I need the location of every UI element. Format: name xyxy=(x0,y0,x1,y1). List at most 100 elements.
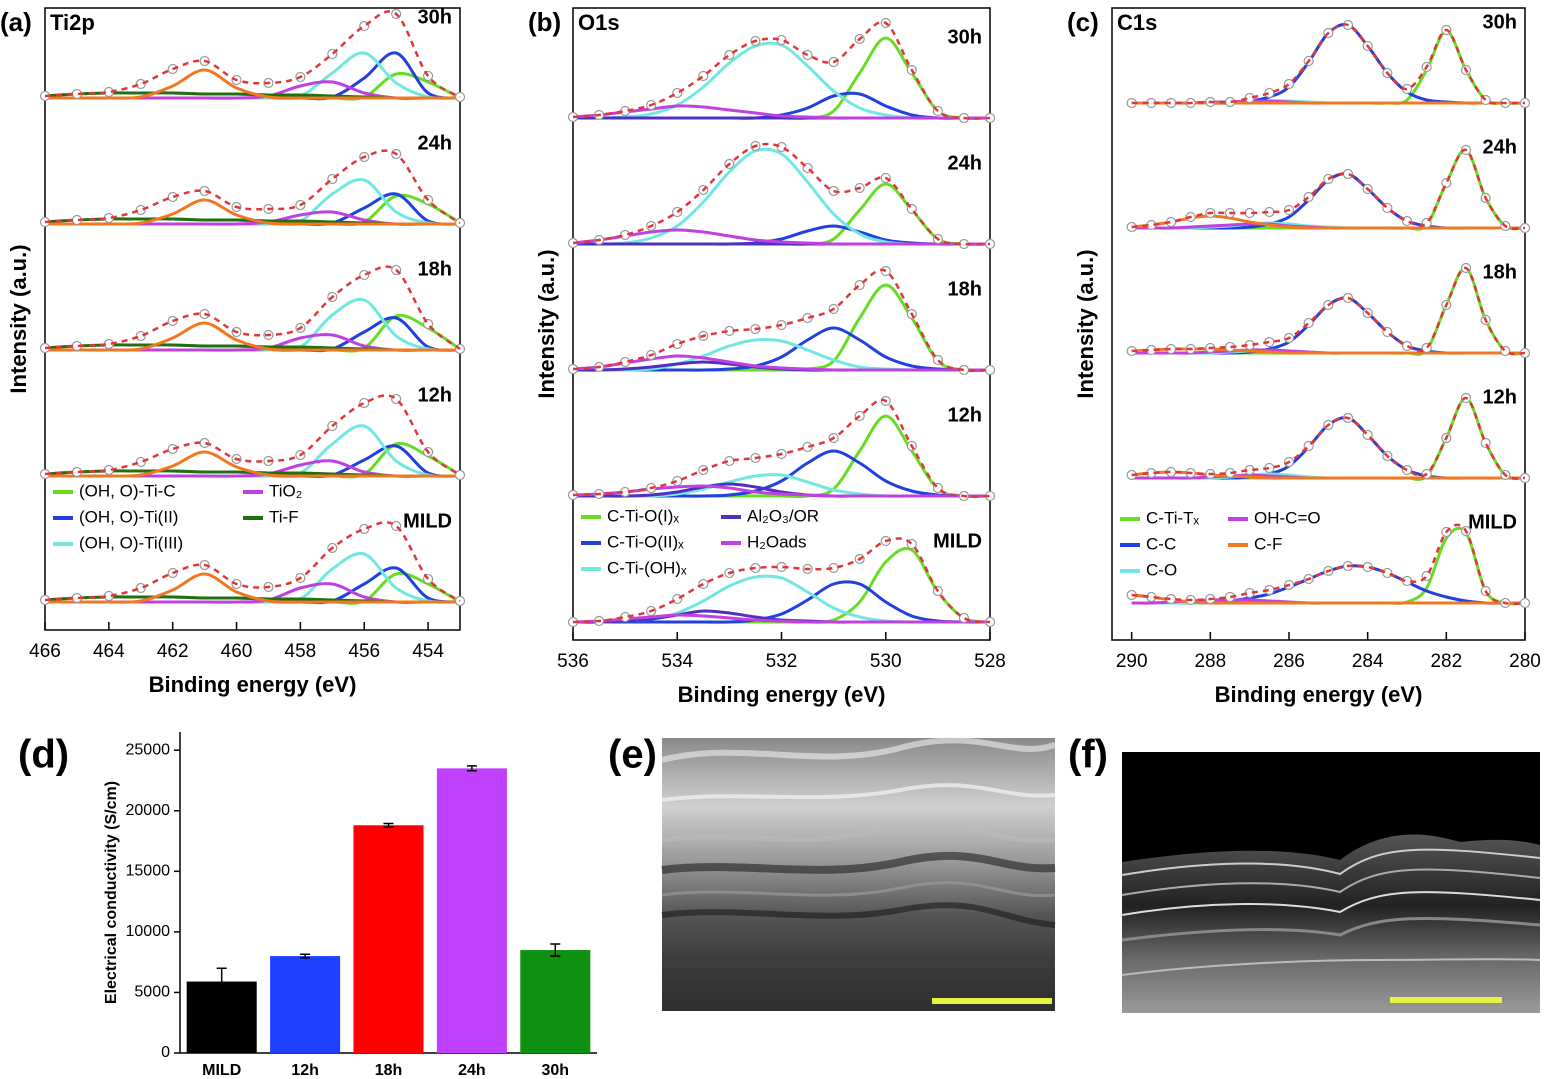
error-bar xyxy=(550,943,561,957)
spectrum-label: 24h xyxy=(1483,136,1517,158)
x-axis-title: Binding energy (eV) xyxy=(678,682,886,707)
x-tick-label: 454 xyxy=(412,641,444,662)
legend-label: C-Ti-O(II)ₓ xyxy=(607,532,684,551)
x-tick-label: 280 xyxy=(1509,651,1541,672)
panel-title: C1s xyxy=(1117,10,1157,35)
y-tick-label: 15000 xyxy=(126,863,171,880)
spectrum-label: MILD xyxy=(1468,511,1517,533)
fit-component xyxy=(572,326,991,372)
x-axis-title: Binding energy (eV) xyxy=(149,672,357,697)
plot-frame xyxy=(44,7,461,631)
x-tick-label: 456 xyxy=(348,641,380,662)
legend-label: H₂Oads xyxy=(747,532,807,551)
fit-component xyxy=(1131,470,1525,480)
x-tick-label: 18h xyxy=(375,1062,403,1079)
y-tick-label: 25000 xyxy=(126,741,171,758)
fit-envelope xyxy=(572,142,991,246)
y-tick-label: 20000 xyxy=(126,802,171,819)
y-axis-title: Intensity (a.u.) xyxy=(1073,249,1098,398)
spectrum-label: 12h xyxy=(948,404,982,426)
panel-label: (b) xyxy=(528,7,561,37)
data-point xyxy=(984,364,996,376)
x-tick-label: 288 xyxy=(1194,651,1226,672)
data-point xyxy=(672,593,683,605)
fit-component xyxy=(1131,266,1526,356)
fit-component xyxy=(44,450,460,478)
fit-envelope xyxy=(44,10,461,99)
x-tick-label: 286 xyxy=(1273,651,1305,672)
panel-label: (d) xyxy=(18,733,69,777)
y-tick-label: 0 xyxy=(161,1044,170,1061)
error-bar xyxy=(383,822,394,828)
panel-label: (a) xyxy=(0,7,32,37)
fit-envelope xyxy=(44,521,461,603)
x-tick-label: 282 xyxy=(1430,651,1462,672)
x-tick-label: 536 xyxy=(557,651,589,672)
legend-label: OH-C=O xyxy=(1254,508,1321,527)
fit-component xyxy=(45,198,460,226)
fit-component xyxy=(1131,396,1526,481)
x-tick-label: 460 xyxy=(221,641,253,662)
fit-component xyxy=(572,41,990,120)
legend-label: C-Ti-(OH)ₓ xyxy=(607,558,687,577)
x-tick-label: 30h xyxy=(542,1062,570,1079)
sem-image-e xyxy=(661,737,1056,1011)
x-tick-label: 458 xyxy=(285,641,317,662)
spectrum-label: MILD xyxy=(933,530,982,552)
x-tick-label: 530 xyxy=(870,651,902,672)
plot-frame xyxy=(1111,7,1526,641)
fit-component xyxy=(573,36,991,121)
error-bar xyxy=(466,765,477,772)
error-bar xyxy=(300,953,311,959)
data-point xyxy=(1401,340,1413,352)
legend-label: Al₂O₃/OR xyxy=(747,506,819,525)
sem-image-f xyxy=(1121,752,1541,1013)
data-point xyxy=(135,204,146,216)
legend-label: C-O xyxy=(1146,560,1177,579)
fit-component xyxy=(573,580,991,624)
spectrum-label: 24h xyxy=(418,132,452,154)
fit-component xyxy=(45,321,460,352)
fit-envelope xyxy=(1131,148,1526,231)
x-tick-label: 534 xyxy=(661,651,693,672)
data-point xyxy=(672,338,683,350)
fit-envelope xyxy=(1131,266,1526,356)
data-point xyxy=(167,443,178,455)
data-point xyxy=(359,397,370,409)
x-tick-label: 24h xyxy=(458,1062,486,1079)
x-tick-label: 462 xyxy=(157,641,189,662)
panel-title: Ti2p xyxy=(50,10,95,35)
fit-component xyxy=(572,354,990,372)
fit-envelope xyxy=(44,394,461,477)
legend-label: TiO₂ xyxy=(269,481,302,500)
data-point xyxy=(135,456,146,468)
legend-label: C-C xyxy=(1146,534,1176,553)
data-point xyxy=(135,582,146,594)
data-point xyxy=(672,475,683,487)
bar xyxy=(353,825,424,1053)
fit-component xyxy=(1131,347,1525,355)
x-tick-label: 528 xyxy=(974,651,1006,672)
bar xyxy=(520,950,591,1053)
data-point xyxy=(167,191,178,203)
legend-label: (OH, O)-Ti(II) xyxy=(79,507,178,526)
bar xyxy=(436,768,507,1053)
x-tick-label: 532 xyxy=(766,651,798,672)
y-axis-title: Intensity (a.u.) xyxy=(6,244,31,393)
data-point xyxy=(135,78,146,90)
y-tick-label: 5000 xyxy=(134,984,170,1001)
x-tick-label: 464 xyxy=(93,641,125,662)
legend-label: (OH, O)-Ti-C xyxy=(79,481,176,500)
fit-envelope xyxy=(44,149,461,225)
spectrum-label: 12h xyxy=(1483,386,1517,408)
fit-envelope xyxy=(1131,523,1526,606)
data-point xyxy=(1441,177,1452,189)
fit-component xyxy=(1131,593,1525,605)
fit-envelope xyxy=(572,20,991,120)
data-point xyxy=(1480,437,1491,449)
data-point xyxy=(1401,215,1413,227)
bar xyxy=(270,956,341,1053)
data-point xyxy=(359,269,370,281)
data-point xyxy=(454,469,466,481)
